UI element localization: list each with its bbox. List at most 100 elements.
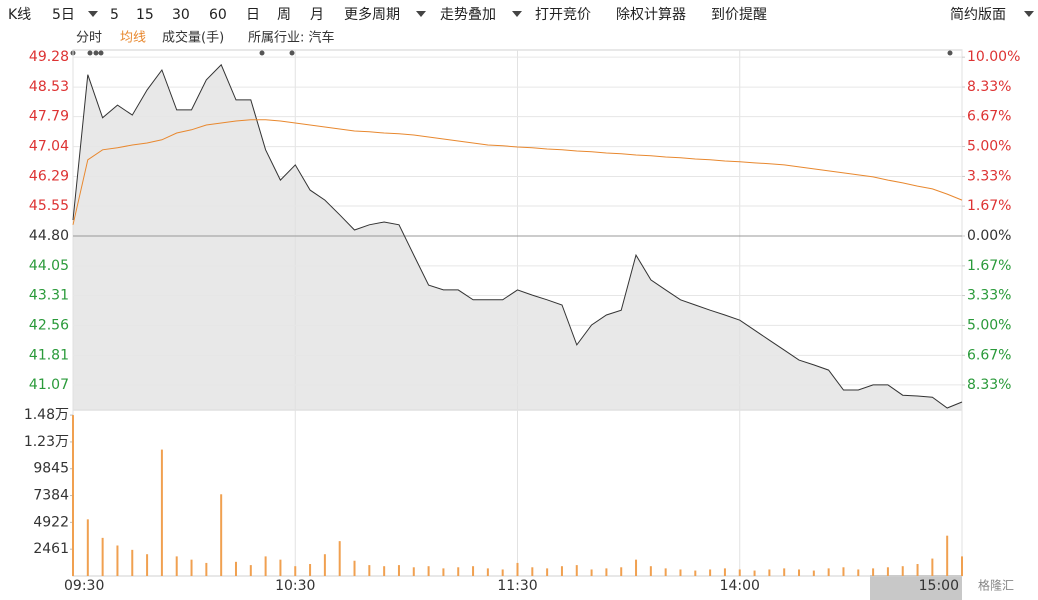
- volume-bar: [738, 569, 741, 576]
- volume-bar: [768, 569, 771, 576]
- y2-tick-label: 5.00%: [967, 317, 1011, 333]
- volume-bar: [946, 535, 949, 576]
- dropdown-arrows: [88, 11, 1034, 17]
- volume-bar: [309, 564, 312, 576]
- volume-bar: [190, 559, 193, 576]
- y-tick-label: 44.80: [29, 228, 69, 244]
- legend-price[interactable]: 分时: [76, 31, 102, 46]
- volume-bar: [842, 567, 845, 576]
- time-highlight: [870, 575, 962, 600]
- volume-bar: [220, 494, 223, 576]
- event-marker[interactable]: [93, 50, 99, 56]
- toolbar-item[interactable]: 到价提醒: [711, 7, 767, 23]
- event-marker[interactable]: [259, 50, 265, 56]
- series-line: [72, 119, 963, 225]
- toolbar-item[interactable]: 除权计算器: [616, 7, 686, 23]
- volume-bar: [916, 564, 919, 576]
- series-line: [72, 63, 963, 409]
- volume-bar: [590, 569, 593, 576]
- legend-volume[interactable]: 成交量(手): [162, 30, 224, 46]
- volume-bar: [783, 568, 786, 576]
- volume-bar: [886, 567, 889, 576]
- toolbar-item[interactable]: 5: [110, 7, 119, 23]
- y-tick-label: 1.23万: [24, 434, 69, 450]
- event-marker[interactable]: [947, 50, 953, 56]
- y2-tick-label: 1.67%: [967, 198, 1011, 214]
- y-tick-label: 4922: [33, 514, 69, 530]
- layout-toggle[interactable]: 简约版面: [950, 6, 1006, 23]
- volume-bar: [442, 568, 445, 576]
- volume-bar: [146, 554, 149, 576]
- dropdown-arrow[interactable]: [1024, 11, 1034, 17]
- y2-tick-label: 6.67%: [967, 347, 1011, 363]
- toolbar-item[interactable]: 60: [209, 7, 227, 23]
- volume-bar: [901, 566, 904, 576]
- y-tick-label: 47.04: [29, 139, 69, 155]
- y-tick-label: 9845: [33, 461, 69, 477]
- x-tick-label: 15:00: [919, 578, 959, 594]
- x-tick-label: 10:30: [275, 578, 315, 594]
- y-tick-label: 41.81: [29, 347, 69, 363]
- toolbar-item[interactable]: 周: [277, 7, 291, 23]
- volume-bar: [694, 570, 697, 576]
- volume-bar: [249, 565, 252, 576]
- dropdown-arrow[interactable]: [416, 11, 426, 17]
- volume-bar: [101, 537, 104, 576]
- y-tick-label: 49.28: [29, 49, 69, 65]
- volume-bar: [857, 569, 860, 576]
- y2-tick-label: 8.33%: [967, 377, 1011, 393]
- y2-tick-label: 10.00%: [967, 49, 1020, 65]
- toolbar-item[interactable]: 更多周期: [344, 6, 400, 23]
- event-marker[interactable]: [98, 50, 104, 56]
- toolbar-item[interactable]: 日: [246, 7, 260, 23]
- volume-bar: [709, 569, 712, 576]
- volume-bar: [294, 566, 297, 576]
- volume-bar: [72, 415, 74, 576]
- volume-bar: [516, 562, 519, 576]
- toolbar-item[interactable]: 月: [310, 7, 324, 23]
- y-tick-label: 44.05: [29, 258, 69, 274]
- volume-bar: [427, 566, 430, 576]
- volume-bar: [546, 568, 549, 576]
- y-tick-label: 42.56: [29, 317, 69, 333]
- volume-bar: [279, 559, 282, 576]
- volume-bar: [234, 561, 237, 576]
- volume-bar: [635, 559, 638, 576]
- y-tick-label: 2461: [33, 541, 69, 557]
- volume-bar: [486, 568, 489, 576]
- volume-bar: [338, 541, 341, 576]
- volume-bar: [472, 566, 475, 576]
- x-tick-label: 14:00: [720, 578, 760, 594]
- event-marker[interactable]: [87, 50, 93, 56]
- x-tick-label: 11:30: [497, 578, 537, 594]
- volume-bar: [827, 568, 830, 576]
- dropdown-arrow[interactable]: [512, 11, 522, 17]
- y-tick-label: 48.53: [29, 79, 69, 95]
- volume-bar: [205, 562, 208, 576]
- volume-bar: [931, 558, 934, 576]
- y-tick-label: 46.29: [29, 169, 69, 185]
- toolbar-item[interactable]: 打开竞价: [535, 6, 591, 23]
- volume-bar: [323, 554, 326, 576]
- volume-bar: [798, 569, 801, 576]
- toolbar-item[interactable]: 走势叠加: [440, 7, 496, 23]
- x-tick-label: 09:30: [64, 578, 104, 594]
- volume-bar: [160, 449, 163, 576]
- toolbar-item[interactable]: K线: [8, 7, 31, 23]
- dropdown-arrow[interactable]: [88, 11, 98, 17]
- toolbar-item[interactable]: 15: [136, 7, 154, 23]
- event-marker[interactable]: [289, 50, 295, 56]
- legend-average[interactable]: 均线: [120, 31, 146, 46]
- industry-label: 所属行业: 汽车: [248, 30, 335, 46]
- toolbar-item[interactable]: 30: [172, 7, 190, 23]
- y-tick-label: 7384: [33, 488, 69, 504]
- volume-bar: [353, 560, 356, 576]
- volume-bar: [649, 566, 652, 576]
- toolbar-item[interactable]: 5日: [52, 7, 75, 23]
- y-tick-label: 41.07: [29, 377, 69, 393]
- y-tick-label: 47.79: [29, 109, 69, 125]
- y2-tick-label: 3.33%: [967, 168, 1011, 184]
- volume-bar: [664, 568, 667, 576]
- y2-tick-label: 5.00%: [967, 139, 1011, 155]
- y-tick-label: 45.55: [29, 198, 69, 214]
